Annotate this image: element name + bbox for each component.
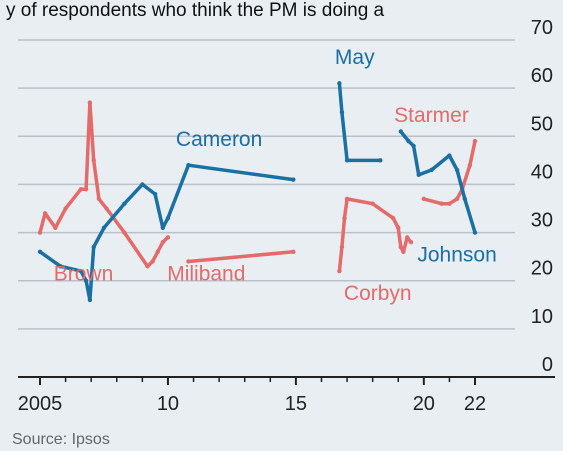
data-point-corbyn: [398, 244, 403, 250]
y-tick-label: 50: [531, 113, 553, 135]
y-tick-label: 70: [531, 17, 553, 39]
data-point-johnson: [398, 129, 403, 134]
data-point-brown: [87, 100, 93, 105]
series-line-corbyn: [337, 197, 413, 273]
series-label-may: May: [335, 46, 375, 69]
data-point-cameron: [140, 182, 145, 187]
chart-header-text: y of respondents who think the PM is doi…: [6, 0, 385, 21]
x-tick-label: 15: [285, 393, 307, 415]
data-point-corbyn: [339, 244, 345, 250]
data-point-cameron: [291, 177, 296, 182]
data-point-cameron: [101, 225, 107, 230]
data-point-corbyn: [408, 240, 414, 245]
data-point-may: [339, 110, 345, 115]
data-point-corbyn: [396, 225, 401, 230]
x-tick-label: 10: [157, 393, 179, 415]
data-point-starmer: [439, 201, 444, 206]
data-point-corbyn: [342, 215, 347, 221]
data-point-johnson: [472, 230, 478, 235]
data-point-starmer: [467, 162, 473, 168]
y-tick-label: 40: [531, 161, 553, 183]
y-tick-label: 60: [531, 65, 553, 87]
data-point-starmer: [447, 201, 452, 206]
data-point-brown: [63, 206, 68, 211]
data-point-brown: [37, 230, 43, 235]
data-point-brown: [83, 187, 89, 192]
data-point-corbyn: [390, 215, 396, 221]
data-point-johnson: [406, 138, 411, 144]
data-point-starmer: [472, 138, 478, 144]
data-point-johnson: [416, 172, 421, 177]
data-point-brown: [42, 211, 48, 216]
data-point-cameron: [152, 191, 158, 197]
data-point-brown: [53, 225, 58, 230]
data-point-corbyn: [404, 235, 410, 240]
data-point-starmer: [421, 196, 427, 202]
series-label-starmer: Starmer: [394, 104, 469, 127]
y-axis-ticks: 0 10 20 30 40 50 60 70: [531, 17, 553, 376]
series-group: [37, 81, 478, 303]
data-point-brown: [96, 196, 102, 202]
series-labels: Brown Miliband Corbyn Starmer Cameron May John…: [54, 46, 497, 305]
data-point-cameron: [186, 162, 191, 168]
data-point-may: [344, 158, 350, 163]
series-label-corbyn: Corbyn: [344, 282, 412, 305]
data-point-brown: [155, 249, 160, 255]
x-tick-label: 20: [413, 393, 435, 415]
data-point-johnson: [411, 143, 416, 149]
data-point-corbyn: [370, 201, 375, 206]
data-point-brown: [122, 230, 127, 235]
data-point-cameron: [160, 225, 166, 230]
series-label-cameron: Cameron: [176, 128, 262, 151]
x-axis: 2005 10 15 20 22: [18, 376, 555, 415]
data-point-johnson: [447, 153, 452, 158]
data-point-brown: [165, 235, 171, 240]
y-tick-label: 20: [531, 258, 553, 280]
data-point-may: [337, 81, 342, 86]
data-point-brown: [78, 187, 84, 192]
data-point-cameron: [83, 278, 89, 283]
source-note: Source: Ipsos: [12, 431, 110, 448]
series-label-johnson: Johnson: [417, 243, 496, 266]
series-label-brown: Brown: [54, 263, 114, 286]
series-line-miliband: [186, 250, 296, 264]
series-label-miliband: Miliband: [167, 263, 245, 286]
data-point-brown: [91, 158, 96, 163]
data-point-cameron: [165, 215, 171, 221]
data-point-miliband: [186, 259, 191, 264]
x-tick-label: 2005: [18, 393, 63, 415]
series-line-may: [337, 81, 383, 163]
x-tick-label: 22: [464, 393, 486, 415]
data-point-cameron: [91, 244, 96, 250]
data-point-johnson: [454, 167, 460, 173]
data-point-johnson: [462, 196, 467, 202]
data-point-starmer: [454, 196, 460, 202]
data-point-johnson: [429, 167, 434, 173]
series-line-starmer: [422, 139, 477, 206]
data-point-cameron: [87, 297, 93, 303]
y-tick-label: 0: [542, 354, 553, 376]
series-line-brown: [38, 100, 170, 269]
data-point-brown: [104, 206, 109, 211]
data-point-cameron: [37, 249, 43, 255]
data-point-brown: [145, 264, 150, 269]
data-point-corbyn: [337, 268, 342, 274]
y-tick-label: 10: [531, 306, 553, 328]
data-point-brown: [150, 259, 155, 264]
data-point-cameron: [58, 264, 63, 269]
data-point-may: [378, 158, 383, 163]
data-point-cameron: [122, 201, 127, 206]
data-point-cameron: [78, 268, 84, 274]
data-point-miliband: [291, 249, 296, 255]
data-point-corbyn: [344, 196, 350, 202]
data-point-brown: [160, 240, 166, 245]
data-point-corbyn: [401, 249, 406, 255]
y-tick-label: 30: [531, 210, 553, 232]
